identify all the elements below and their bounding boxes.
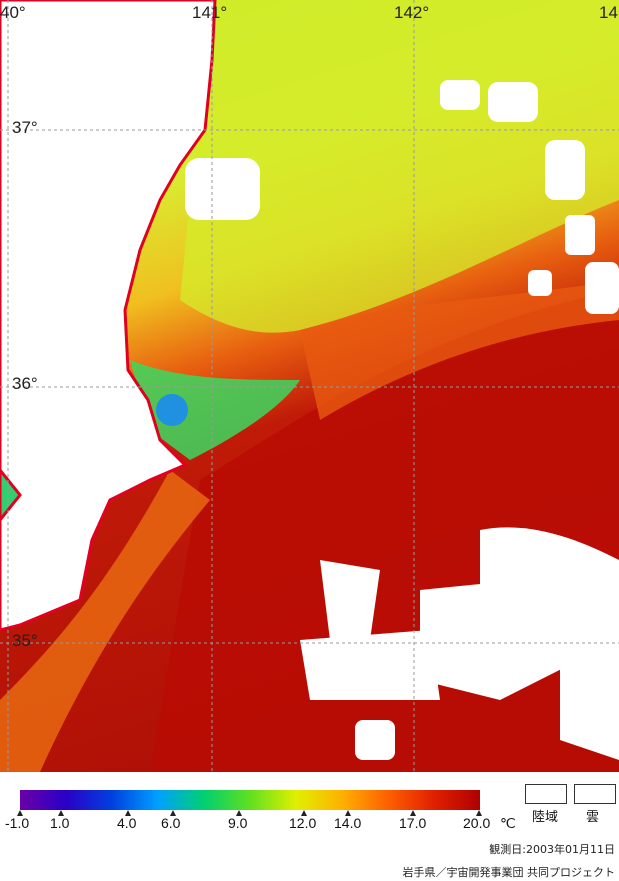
tick-label: 12.0 bbox=[289, 815, 317, 831]
colorbar bbox=[20, 790, 480, 810]
lat-label-36: 36° bbox=[12, 374, 38, 393]
island bbox=[0, 467, 22, 523]
tick-mark bbox=[58, 810, 64, 816]
lon-label-143: 14 bbox=[599, 3, 618, 22]
credit-text: 岩手県／宇宙開発事業団 共同プロジェクト bbox=[402, 866, 616, 879]
lon-label-142: 142° bbox=[394, 3, 430, 22]
observation-date: 観測日:2003年01月11日 bbox=[489, 843, 615, 856]
land-swatch bbox=[525, 784, 567, 804]
tick-mark bbox=[345, 810, 351, 816]
cloud-label: 雲 bbox=[586, 810, 600, 825]
tick-mark bbox=[301, 810, 307, 816]
lat-label-35: 35° bbox=[12, 631, 38, 650]
tick-label: 14.0 bbox=[334, 815, 362, 831]
lon-label-141: 141° bbox=[192, 3, 228, 22]
graticule bbox=[0, 0, 619, 772]
tick-label: 20.0 bbox=[463, 815, 491, 831]
lat-label-37: 37° bbox=[12, 118, 38, 137]
unit-label: ℃ bbox=[500, 815, 516, 831]
tick-mark bbox=[410, 810, 416, 816]
tick-label: 4.0 bbox=[117, 815, 137, 831]
tick-label: 1.0 bbox=[50, 815, 70, 831]
tick-label: -1.0 bbox=[5, 815, 30, 831]
tick-label: 9.0 bbox=[228, 815, 248, 831]
cold-patch bbox=[156, 394, 188, 426]
sst-map bbox=[0, 0, 619, 772]
cloud-swatch bbox=[574, 784, 616, 804]
green-coastal-water bbox=[130, 360, 300, 460]
tick-label: 6.0 bbox=[161, 815, 181, 831]
lon-label-140: 40° bbox=[0, 3, 26, 22]
coastal-greenish bbox=[0, 470, 210, 772]
tick-mark bbox=[170, 810, 176, 816]
tick-mark bbox=[476, 810, 482, 816]
orange-front bbox=[300, 280, 619, 420]
tick-label: 17.0 bbox=[399, 815, 427, 831]
cloud-patches bbox=[185, 80, 619, 760]
land-label: 陸域 bbox=[532, 810, 559, 825]
tick-mark bbox=[236, 810, 242, 816]
tick-mark bbox=[125, 810, 131, 816]
tick-mark bbox=[17, 810, 23, 816]
